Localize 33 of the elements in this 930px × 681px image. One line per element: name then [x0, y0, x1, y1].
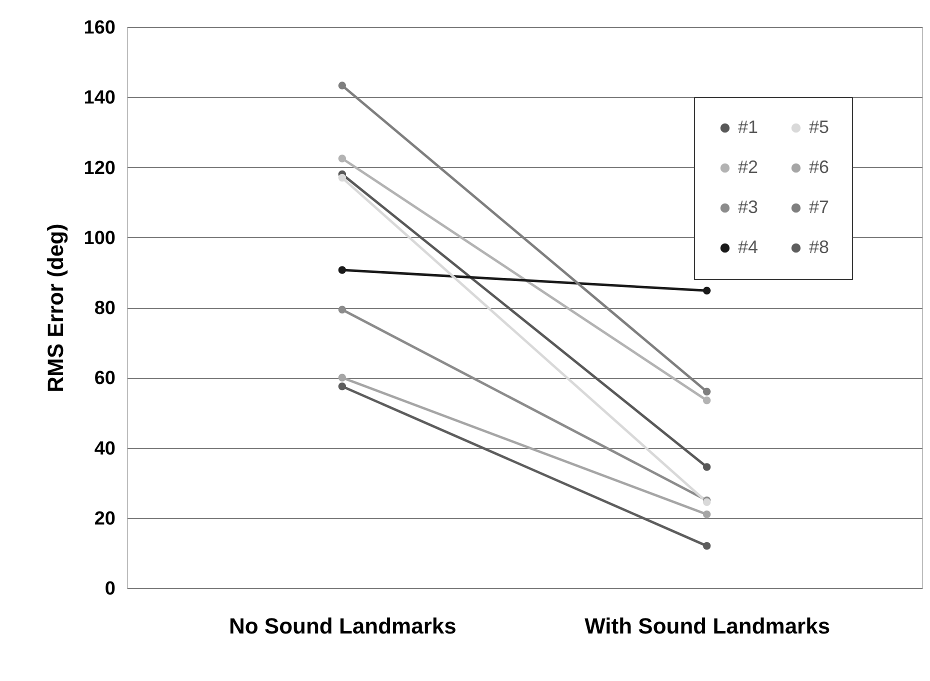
- legend-label: #3: [738, 197, 758, 217]
- y-tick-label: 140: [84, 88, 116, 109]
- y-tick-label: 160: [84, 18, 116, 38]
- point: [338, 266, 346, 274]
- point: [702, 510, 711, 518]
- y-axis-title: RMS Error (deg): [42, 224, 68, 392]
- y-tick-label: 40: [94, 438, 116, 460]
- point: [702, 286, 711, 295]
- x-tick-label: With Sound Landmarks: [584, 614, 830, 638]
- legend-label: #4: [738, 237, 758, 257]
- point: [338, 82, 346, 90]
- legend-label: #6: [809, 157, 830, 177]
- legend-label: #2: [738, 157, 758, 177]
- y-tick-label: 0: [104, 578, 116, 600]
- legend-label: #1: [738, 117, 758, 137]
- x-tick-label: No Sound Landmarks: [228, 614, 456, 638]
- legend-label: #7: [809, 197, 830, 217]
- point: [702, 396, 711, 404]
- y-tick-label: 60: [94, 368, 116, 390]
- y-tick-label: 80: [94, 298, 116, 319]
- point: [338, 382, 346, 390]
- point: [702, 463, 711, 471]
- y-tick-label: 100: [84, 228, 116, 249]
- point: [338, 174, 346, 182]
- point: [338, 374, 346, 382]
- y-tick-label: 20: [94, 508, 116, 530]
- point: [702, 388, 711, 396]
- y-tick-label: 120: [84, 158, 116, 179]
- legend-label: #8: [809, 237, 830, 257]
- point: [338, 306, 346, 314]
- point: [702, 542, 711, 550]
- point: [338, 154, 346, 162]
- legend-label: #5: [809, 117, 830, 137]
